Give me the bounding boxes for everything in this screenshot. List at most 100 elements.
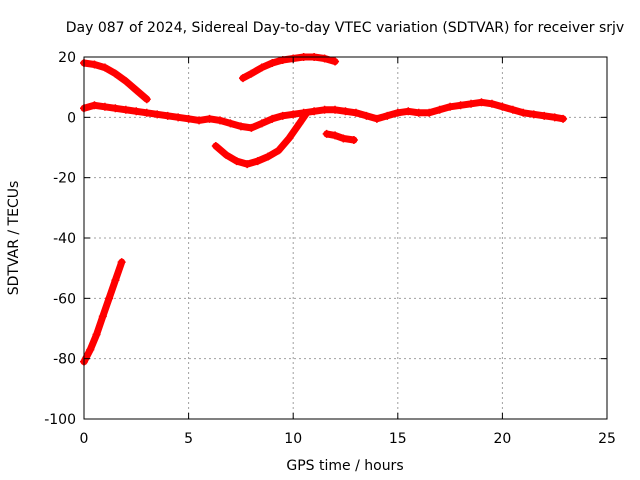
data-point xyxy=(247,69,256,78)
data-point xyxy=(351,108,360,117)
data-point xyxy=(238,74,247,83)
y-axis-title: SDTVAR / TECUs xyxy=(6,181,22,296)
data-point xyxy=(111,104,120,113)
data-point xyxy=(383,111,392,120)
data-point xyxy=(331,131,340,140)
data-point xyxy=(295,119,304,128)
data-point xyxy=(339,134,348,143)
data-point xyxy=(362,111,371,120)
data-point xyxy=(247,123,256,132)
series-layer xyxy=(80,53,568,366)
data-point xyxy=(236,122,245,131)
data-point xyxy=(111,69,120,78)
data-point xyxy=(446,102,455,111)
series-lower-dip xyxy=(211,110,310,169)
data-point xyxy=(467,99,476,108)
data-point xyxy=(253,157,262,166)
data-point xyxy=(98,312,107,321)
data-point xyxy=(289,110,298,119)
data-point xyxy=(243,160,252,169)
data-point xyxy=(331,105,340,114)
data-point xyxy=(100,63,109,72)
data-point xyxy=(320,105,329,114)
data-point xyxy=(86,345,95,354)
data-point xyxy=(257,63,266,72)
data-point xyxy=(215,116,224,125)
data-point xyxy=(184,114,193,123)
data-point xyxy=(550,113,559,122)
data-point xyxy=(211,141,220,150)
data-point xyxy=(487,99,496,108)
data-point xyxy=(264,152,273,161)
data-point xyxy=(100,102,109,111)
data-point xyxy=(92,330,101,339)
series-steep-rise xyxy=(80,258,126,366)
data-point xyxy=(540,111,549,120)
data-point xyxy=(90,101,99,110)
data-point xyxy=(153,110,162,119)
data-point xyxy=(195,116,204,125)
data-point xyxy=(285,134,294,143)
data-point xyxy=(372,114,381,123)
data-point xyxy=(508,105,517,114)
tick-layer: 0 5 10 15 20 25 -100 -80 -60 -40 -20 0 20 xyxy=(44,50,616,447)
data-point xyxy=(105,294,114,303)
data-point xyxy=(205,114,214,123)
data-point xyxy=(425,108,434,117)
y-tick-label: -60 xyxy=(53,291,76,307)
y-tick-label: -20 xyxy=(53,171,76,187)
data-point xyxy=(117,258,126,267)
y-tick-label: -80 xyxy=(53,352,76,368)
x-tick-label: 5 xyxy=(184,431,193,447)
data-point xyxy=(226,119,235,128)
data-point xyxy=(111,276,120,285)
data-point xyxy=(121,105,130,114)
data-point xyxy=(341,107,350,116)
data-point xyxy=(268,59,277,68)
data-point xyxy=(559,114,568,123)
data-point xyxy=(404,107,413,116)
x-tick-label: 15 xyxy=(389,431,407,447)
data-point xyxy=(456,101,465,110)
series-trace xyxy=(323,130,358,144)
data-point xyxy=(349,135,358,144)
data-point xyxy=(320,54,329,63)
data-point xyxy=(477,98,486,107)
data-point xyxy=(268,114,277,123)
data-point xyxy=(331,57,340,66)
data-point xyxy=(232,157,241,166)
data-point xyxy=(278,111,287,120)
data-point xyxy=(142,95,151,104)
data-point xyxy=(310,107,319,116)
y-tick-label: 0 xyxy=(67,110,76,126)
data-point xyxy=(121,77,130,86)
data-point xyxy=(132,107,141,116)
data-point xyxy=(163,111,172,120)
series-upper-left-arc xyxy=(80,59,151,104)
x-tick-label: 20 xyxy=(493,431,511,447)
data-point xyxy=(393,108,402,117)
x-tick-label: 10 xyxy=(284,431,302,447)
data-point xyxy=(414,108,423,117)
y-tick-label: -100 xyxy=(44,412,76,428)
chart-title: Day 087 of 2024, Sidereal Day-to-day VTE… xyxy=(66,20,624,36)
data-point xyxy=(498,102,507,111)
data-point xyxy=(132,86,141,95)
data-point xyxy=(301,110,310,119)
x-tick-label: 25 xyxy=(598,431,616,447)
series-short-segment xyxy=(322,129,358,144)
series-main-track xyxy=(80,98,568,132)
data-point xyxy=(142,108,151,117)
data-point xyxy=(274,146,283,155)
data-point xyxy=(519,108,528,117)
x-tick-label: 0 xyxy=(80,431,89,447)
x-axis-title: GPS time / hours xyxy=(286,458,403,474)
data-point xyxy=(435,105,444,114)
data-point xyxy=(257,119,266,128)
data-point xyxy=(529,110,538,119)
series-trace xyxy=(239,53,339,82)
series-trace xyxy=(80,59,151,103)
series-trace xyxy=(212,110,310,168)
data-point xyxy=(90,60,99,69)
